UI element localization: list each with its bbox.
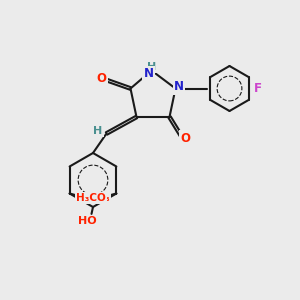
Text: H: H: [148, 62, 157, 72]
Text: N: N: [174, 80, 184, 94]
Text: H₃CO: H₃CO: [76, 193, 106, 203]
Text: O: O: [180, 131, 190, 145]
Text: H: H: [94, 126, 103, 136]
Text: HO: HO: [78, 216, 96, 226]
Text: OCH₃: OCH₃: [80, 193, 110, 203]
Text: F: F: [254, 82, 261, 95]
Text: O: O: [96, 71, 106, 85]
Text: N: N: [143, 67, 154, 80]
